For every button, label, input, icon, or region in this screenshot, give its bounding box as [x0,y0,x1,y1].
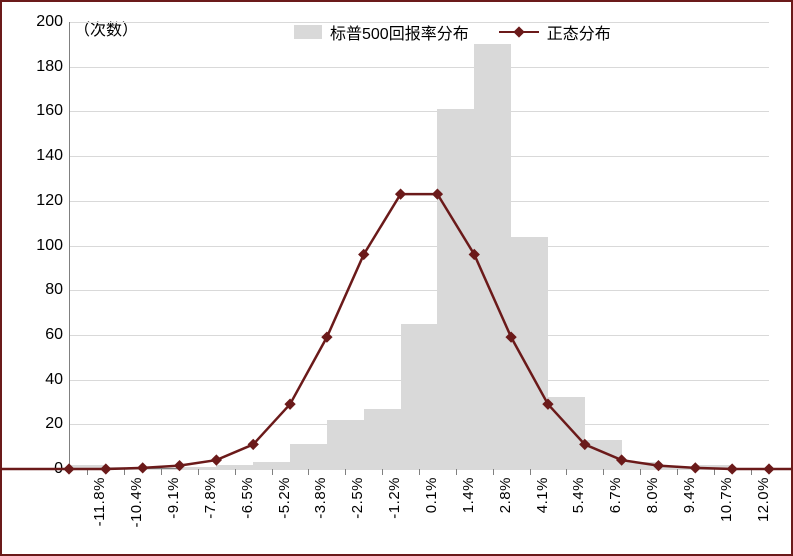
x-tick-label: 1.4% [460,477,477,513]
x-tick [566,469,567,475]
x-tick-label: -2.5% [349,477,366,519]
x-tick-label: 12.0% [755,477,772,522]
line-marker-icon [211,454,222,465]
y-tick-label: 80 [45,281,69,299]
x-tick-label: -3.8% [312,477,329,519]
x-tick [235,469,236,475]
y-tick-label: 40 [45,371,69,389]
x-tick-label: 0.1% [423,477,440,513]
line-marker-icon [469,249,480,260]
line-marker-icon [137,462,148,473]
x-tick [272,469,273,475]
y-tick-label: 160 [36,102,69,120]
x-tick [345,469,346,475]
x-tick [124,469,125,475]
x-tick-label: -5.2% [276,477,293,519]
chart-inner: （次数） 标普500回报率分布 正态分布 0204060801001201401… [14,12,779,544]
x-tick-label: -6.5% [239,477,256,519]
x-tick [382,469,383,475]
plot-area: 020406080100120140160180200-11.8%-10.4%-… [69,22,769,469]
line-marker-icon [727,463,738,474]
x-tick-label: -11.8% [91,477,108,526]
y-tick-label: 140 [36,147,69,165]
x-tick-label: 2.8% [497,477,514,513]
line-marker-icon [763,463,774,474]
x-tick-label: 6.7% [607,477,624,513]
line-marker-icon [100,463,111,474]
y-tick-label: 60 [45,326,69,344]
x-tick-label: 9.4% [681,477,698,513]
x-tick-label: -7.8% [202,477,219,519]
line-marker-icon [395,188,406,199]
x-tick [493,469,494,475]
line-marker-icon [358,249,369,260]
x-tick [419,469,420,475]
x-tick-label: 4.1% [534,477,551,513]
x-tick [714,469,715,475]
x-tick-label: -1.2% [386,477,403,519]
y-tick-label: 100 [36,237,69,255]
chart-container: （次数） 标普500回报率分布 正态分布 0204060801001201401… [0,0,793,556]
x-tick [640,469,641,475]
y-tick-label: 120 [36,192,69,210]
x-tick [456,469,457,475]
line-series [69,22,769,469]
x-tick [603,469,604,475]
line-marker-icon [321,331,332,342]
x-tick-label: 8.0% [644,477,661,513]
x-tick-label: -10.4% [128,477,145,528]
x-tick [677,469,678,475]
line-marker-icon [690,462,701,473]
y-tick-label: 180 [36,58,69,76]
x-tick [530,469,531,475]
x-tick [198,469,199,475]
x-tick-label: -9.1% [165,477,182,519]
x-tick [161,469,162,475]
line-marker-icon [616,454,627,465]
line-path [0,194,793,469]
x-tick [308,469,309,475]
line-marker-icon [505,331,516,342]
line-marker-icon [432,188,443,199]
y-tick-label: 200 [36,13,69,31]
y-tick-label: 20 [45,415,69,433]
x-tick-label: 10.7% [718,477,735,522]
x-tick-label: 5.4% [570,477,587,513]
